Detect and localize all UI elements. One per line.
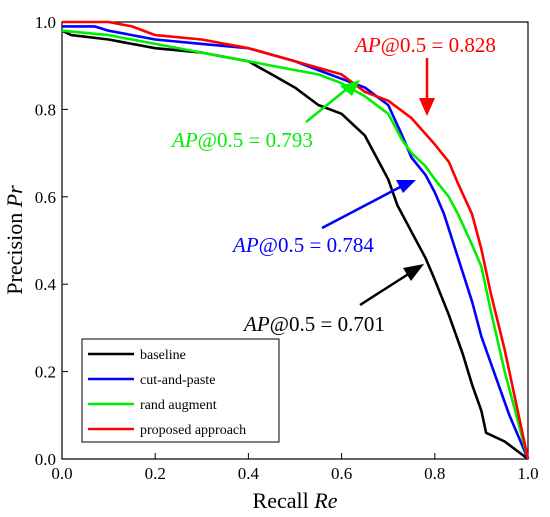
y-axis-title: Precision Pr: [2, 185, 27, 295]
annotation-rand: AP@0.5 = 0.793: [170, 80, 360, 152]
y-tick-label: 0.4: [35, 275, 57, 294]
legend-box: [81, 338, 280, 443]
annotation-text: AP@0.5 = 0.701: [242, 312, 385, 336]
x-tick-label: 0.6: [331, 464, 352, 483]
x-tick-label: 1.0: [517, 464, 538, 483]
annotation-text: AP@0.5 = 0.793: [170, 128, 313, 152]
y-tick-label: 0.8: [35, 100, 56, 119]
legend-label: cut-and-paste: [140, 373, 215, 388]
y-tick-label: 1.0: [35, 13, 56, 32]
series-layer: [61, 20, 530, 461]
annotation-proposed: AP@0.5 = 0.828: [353, 33, 496, 116]
arrow-head: [340, 80, 360, 96]
legend-label: rand augment: [140, 398, 217, 413]
annotation-arrow: [321, 183, 405, 230]
x-tick-label: 0.4: [238, 464, 260, 483]
annotation-baseline: AP@0.5 = 0.701: [242, 264, 424, 336]
legend: baseline cut-and-paste rand augment propose…: [81, 338, 280, 443]
arrow-head: [419, 98, 435, 116]
series-line-proposed-approach: [62, 20, 530, 460]
y-tick-label: 0.2: [35, 363, 56, 382]
series-line-rand-augment: [61, 29, 530, 460]
annotation-arrow: [359, 271, 411, 307]
annotation-text: AP@0.5 = 0.828: [353, 33, 496, 57]
y-tick-label: 0.0: [35, 450, 56, 469]
x-axis-title: Recall Re: [253, 488, 338, 513]
legend-label: proposed approach: [140, 423, 246, 438]
x-tick-label: 0.8: [424, 464, 445, 483]
x-tick-label: 0.0: [51, 464, 72, 483]
axis-ticks: 0.0 0.2 0.4 0.6 0.8 1.0 0.0 0.2 0.4 0.6 0.8 1.0: [35, 13, 539, 483]
y-tick-label: 0.6: [35, 188, 56, 207]
annotation-cutpaste: AP@0.5 = 0.784: [231, 180, 416, 257]
annotation-text: AP@0.5 = 0.784: [231, 233, 374, 257]
annotation-arrow: [305, 87, 349, 123]
series-line-cut-and-paste: [62, 25, 530, 460]
legend-label: baseline: [140, 348, 186, 363]
series-line-baseline: [61, 29, 529, 461]
arrow-head: [396, 180, 416, 193]
x-tick-label: 0.2: [145, 464, 166, 483]
arrow-head: [403, 264, 424, 281]
